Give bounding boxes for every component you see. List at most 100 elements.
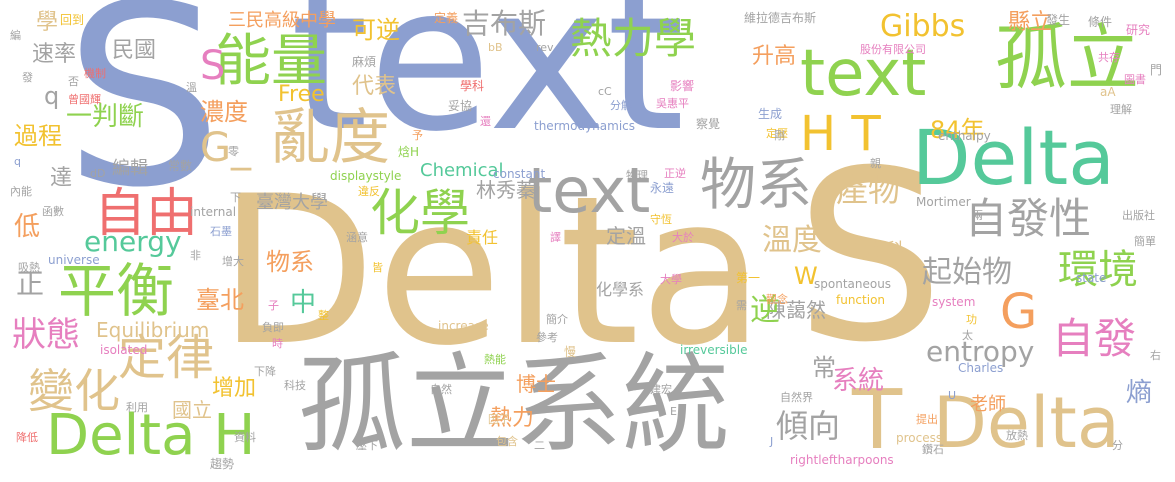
cloud-word: 圖書	[1124, 73, 1146, 86]
cloud-word: 發	[22, 71, 33, 84]
cloud-word: 整	[318, 309, 329, 322]
cloud-word: 物系	[266, 248, 314, 276]
cloud-word: system	[932, 295, 976, 309]
cloud-word: 臺灣大學	[256, 192, 328, 213]
cloud-word: 放熱	[1006, 429, 1028, 442]
cloud-word: 還	[480, 115, 491, 128]
cloud-word: 焓H	[398, 145, 420, 159]
cloud-word: 共存	[1098, 51, 1120, 64]
cloud-word: 皆	[372, 261, 383, 274]
cloud-word: S	[795, 121, 945, 394]
cloud-word: function	[836, 293, 886, 307]
cloud-word: 門	[1150, 63, 1163, 77]
cloud-word: increase	[438, 319, 489, 333]
cloud-word: 民國	[112, 38, 157, 63]
cloud-word: 可逆	[352, 16, 400, 44]
cloud-word: 逆	[750, 293, 780, 328]
cloud-word: 生成	[758, 107, 783, 121]
cloud-word: aA	[1100, 85, 1116, 99]
cloud-word: 大於	[672, 231, 694, 244]
cloud-word: 函數	[42, 205, 64, 218]
cloud-word: 第一	[736, 271, 761, 285]
cloud-word: 觀念	[766, 293, 788, 306]
cloud-word: 非	[190, 249, 201, 262]
cloud-word: 內能	[10, 185, 32, 198]
cloud-word: 孤立系統	[298, 343, 731, 468]
cloud-word: 產物	[836, 171, 901, 209]
cloud-word: enthalpy	[938, 129, 991, 143]
cloud-word: 理解	[1110, 103, 1132, 116]
cloud-word: Charles	[958, 361, 1004, 375]
cloud-word: 博士	[516, 372, 556, 396]
cloud-word: q	[44, 82, 60, 110]
cloud-word: 定律	[118, 330, 215, 386]
cloud-word: 自發	[1052, 314, 1137, 363]
cloud-word: 狀態	[12, 315, 80, 355]
cloud-word: q	[14, 155, 21, 168]
cloud-word: 物系	[700, 153, 812, 218]
cloud-word: 一判斷	[66, 102, 145, 132]
cloud-word: 亂度	[270, 103, 390, 173]
cloud-word: 條件	[1088, 15, 1113, 29]
cloud-word: 84年	[930, 116, 985, 144]
cloud-word: 分解	[610, 99, 632, 112]
cloud-word: 熱力	[490, 406, 535, 431]
cloud-word: 石墨	[210, 225, 232, 238]
cloud-word: 零	[228, 145, 239, 158]
cloud-word: 物理	[626, 169, 648, 182]
cloud-word: universe	[48, 253, 100, 267]
cloud-word: 妥協	[448, 99, 473, 113]
cloud-word: 化學科	[850, 240, 904, 261]
cloud-word: 學科	[460, 79, 485, 93]
cloud-word: Delta H	[46, 403, 256, 468]
cloud-word: 壓下	[356, 439, 378, 452]
cloud-word: 低	[14, 212, 41, 242]
cloud-word: displaystyle	[330, 169, 402, 183]
cloud-word: 能量	[215, 29, 327, 94]
cloud-word: 慢	[564, 345, 577, 359]
cloud-word: 濃度	[200, 98, 248, 126]
cloud-word: 親	[870, 157, 881, 170]
cloud-word: T	[852, 373, 903, 468]
cloud-word: text	[528, 154, 651, 227]
cloud-word: 曾國輝	[68, 93, 101, 106]
cloud-word: G_	[200, 125, 251, 171]
cloud-word: 鑽石	[922, 443, 944, 456]
cloud-word: rightleftharpoons	[790, 453, 894, 467]
cloud-word: 趨勢	[210, 457, 235, 471]
cloud-word: cC	[598, 85, 612, 98]
cloud-word: thermodynamics	[534, 119, 635, 133]
cloud-word: 時	[272, 337, 283, 350]
cloud-word: 包含	[496, 435, 518, 448]
cloud-word: 譯	[550, 231, 561, 244]
cloud-word: 下降	[254, 365, 276, 378]
cloud-word: 定義	[434, 11, 459, 25]
cloud-word: 環境	[1058, 247, 1138, 293]
cloud-word: 剛	[774, 129, 785, 142]
cloud-word: 麻煩	[352, 55, 377, 69]
cloud-word: 臺北	[196, 286, 244, 314]
cloud-word: 平衡	[58, 257, 175, 325]
cloud-word: J	[770, 435, 774, 448]
cloud-word: 升高	[752, 44, 797, 69]
cloud-word: 資料	[234, 431, 256, 444]
cloud-word: 負即	[262, 321, 284, 334]
cloud-word: 發生	[1046, 13, 1071, 27]
cloud-word: 建宏	[650, 383, 672, 396]
cloud-word: 陳藹然	[766, 298, 826, 322]
cloud-word: 回到	[60, 13, 85, 27]
cloud-word: 簡介	[546, 313, 568, 326]
cloud-word: 出版社	[1122, 209, 1155, 222]
cloud-word: 因子	[488, 413, 510, 426]
cloud-word: 熱力學	[570, 14, 697, 63]
cloud-word: Delta	[933, 382, 1120, 464]
cloud-word: 速率	[32, 42, 77, 67]
cloud-word: Equilibrium	[96, 318, 210, 342]
cloud-word: 正	[16, 267, 45, 300]
cloud-word: 林秀蓁	[476, 178, 536, 202]
cloud-word: 增加	[212, 376, 257, 401]
cloud-word: entropy	[926, 335, 1035, 368]
cloud-word: 研究	[1126, 23, 1151, 37]
cloud-word: 提出	[916, 413, 938, 426]
cloud-word: 變化	[28, 364, 120, 418]
